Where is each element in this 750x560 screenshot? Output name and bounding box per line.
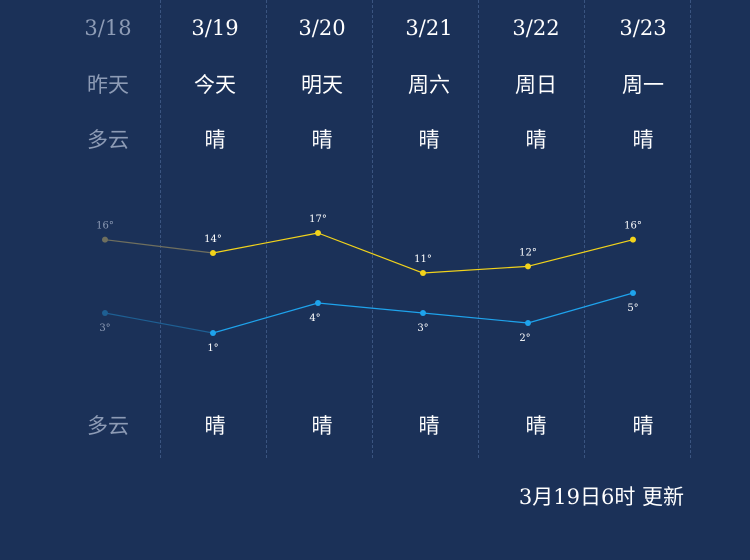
high-temp-label: 17° xyxy=(309,214,327,225)
date-label: 3/19 xyxy=(191,16,239,40)
date-label: 3/22 xyxy=(512,16,560,40)
low-temp-label: 3° xyxy=(99,323,110,334)
night-condition: 晴 xyxy=(525,414,547,438)
high-temp-point xyxy=(102,236,108,243)
day-condition: 晴 xyxy=(632,128,654,152)
day-condition: 晴 xyxy=(311,128,333,152)
high-temp-line-segment xyxy=(317,232,424,274)
night-condition: 晴 xyxy=(632,414,654,438)
night-condition: 晴 xyxy=(311,414,333,438)
low-temp-point xyxy=(315,300,321,306)
column-divider xyxy=(478,0,479,458)
day-condition: 晴 xyxy=(204,128,226,152)
low-temp-line-segment xyxy=(527,292,634,324)
high-temp-label: 16° xyxy=(96,221,114,232)
column-divider xyxy=(372,0,373,458)
low-temp-line-segment xyxy=(212,302,319,334)
high-temp-label: 16° xyxy=(624,221,642,232)
column-divider xyxy=(690,0,691,458)
update-time: 3月19日6时 更新 xyxy=(518,485,684,509)
high-temp-point xyxy=(315,230,321,236)
day-condition: 多云 xyxy=(87,128,129,152)
high-temp-point xyxy=(630,236,636,243)
night-condition: 多云 xyxy=(87,414,129,438)
high-temp-label: 14° xyxy=(204,234,222,245)
low-temp-line-segment xyxy=(317,302,424,314)
day-name: 周六 xyxy=(408,73,450,97)
low-temp-point xyxy=(525,320,531,326)
low-temp-label: 3° xyxy=(417,323,428,334)
day-name: 周日 xyxy=(515,73,557,97)
day-condition: 晴 xyxy=(525,128,547,152)
day-condition: 晴 xyxy=(418,128,440,152)
high-temp-point xyxy=(420,270,426,277)
high-temp-point xyxy=(525,263,531,270)
high-temp-label: 12° xyxy=(519,247,537,258)
high-temp-line-segment xyxy=(212,232,319,254)
high-temp-line-segment xyxy=(104,239,214,254)
low-temp-line-segment xyxy=(104,312,214,334)
night-condition: 晴 xyxy=(204,414,226,438)
night-condition: 晴 xyxy=(418,414,440,438)
low-temp-point xyxy=(420,310,426,316)
column-divider xyxy=(266,0,267,458)
low-temp-label: 4° xyxy=(309,313,320,324)
low-temp-label: 1° xyxy=(207,343,218,354)
day-name: 今天 xyxy=(194,73,236,97)
day-name: 周一 xyxy=(622,73,664,97)
low-temp-label: 2° xyxy=(519,333,530,344)
date-label: 3/20 xyxy=(298,16,346,40)
column-divider xyxy=(584,0,585,458)
low-temp-point xyxy=(210,330,216,336)
date-label: 3/21 xyxy=(405,16,453,40)
day-name: 昨天 xyxy=(87,73,129,97)
low-temp-point xyxy=(630,290,636,296)
low-temp-line-segment xyxy=(422,312,529,324)
high-temp-point xyxy=(210,250,216,257)
column-divider xyxy=(160,0,161,458)
low-temp-label: 5° xyxy=(627,303,638,314)
day-name: 明天 xyxy=(301,73,343,97)
high-temp-label: 11° xyxy=(414,254,432,265)
high-temp-line-segment xyxy=(422,265,529,274)
high-temp-line-segment xyxy=(527,239,634,267)
date-label: 3/18 xyxy=(84,16,132,40)
low-temp-point xyxy=(102,310,108,316)
date-label: 3/23 xyxy=(619,16,667,40)
